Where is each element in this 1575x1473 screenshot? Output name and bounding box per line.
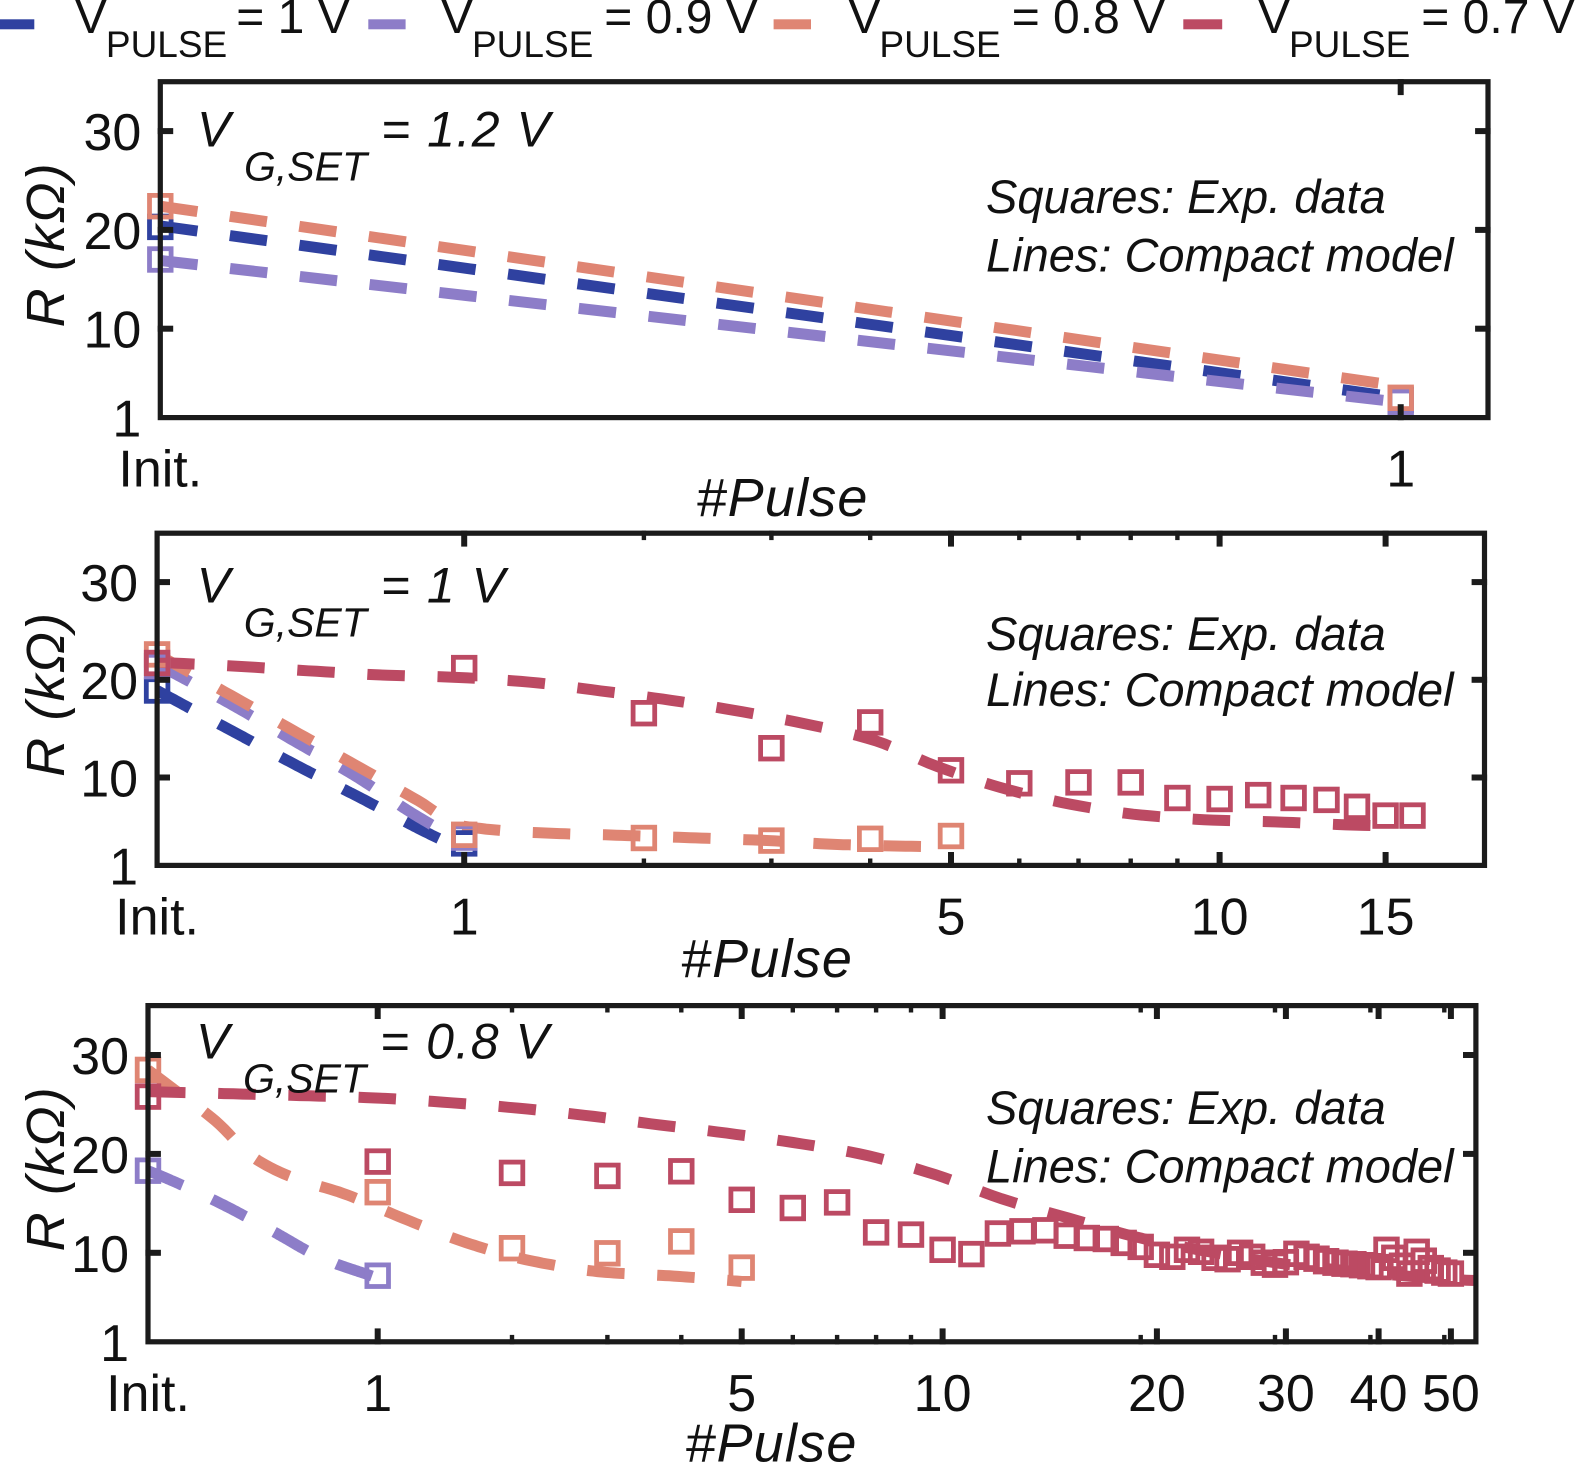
svg-text:1: 1 xyxy=(100,1315,129,1373)
svg-text:V: V xyxy=(848,0,880,44)
svg-text:30: 30 xyxy=(80,555,138,613)
svg-text:20: 20 xyxy=(83,203,141,261)
svg-text:= 0.7 V: = 0.7 V xyxy=(1421,0,1574,44)
svg-text:#Pulse: #Pulse xyxy=(681,929,853,989)
svg-text:10: 10 xyxy=(914,1365,972,1423)
svg-text:10: 10 xyxy=(83,302,141,360)
svg-text:V: V xyxy=(1258,0,1290,44)
svg-text:Squares: Exp. data: Squares: Exp. data xyxy=(986,1081,1386,1134)
svg-text:15: 15 xyxy=(1357,888,1415,946)
svg-text:R (kΩ): R (kΩ) xyxy=(16,612,76,777)
svg-text:1: 1 xyxy=(1386,441,1415,499)
svg-text:Lines: Compact model: Lines: Compact model xyxy=(986,1139,1455,1192)
svg-text:Lines: Compact model: Lines: Compact model xyxy=(986,229,1455,282)
svg-text:30: 30 xyxy=(1257,1365,1315,1423)
svg-text:= 1 V: = 1 V xyxy=(236,0,349,44)
svg-text:5: 5 xyxy=(937,888,966,946)
svg-text:G,SET: G,SET xyxy=(244,144,370,190)
svg-text:Init.: Init. xyxy=(118,441,202,499)
svg-text:= 1.2 V: = 1.2 V xyxy=(381,102,554,158)
svg-text:40: 40 xyxy=(1350,1365,1408,1423)
svg-text:Init.: Init. xyxy=(115,888,199,946)
svg-text:10: 10 xyxy=(71,1226,129,1284)
svg-text:Squares: Exp. data: Squares: Exp. data xyxy=(986,607,1386,660)
svg-text:10: 10 xyxy=(80,751,138,809)
svg-text:20: 20 xyxy=(1128,1365,1186,1423)
svg-text:R (kΩ): R (kΩ) xyxy=(16,162,76,327)
svg-text:= 0.8 V: = 0.8 V xyxy=(1012,0,1165,44)
svg-text:1: 1 xyxy=(363,1365,392,1423)
svg-text:G,SET: G,SET xyxy=(243,1056,369,1102)
svg-text:PULSE: PULSE xyxy=(1289,24,1410,65)
svg-text:30: 30 xyxy=(83,104,141,162)
svg-text:10: 10 xyxy=(1191,888,1249,946)
svg-text:PULSE: PULSE xyxy=(106,24,227,65)
svg-text:5: 5 xyxy=(727,1365,756,1423)
svg-text:1: 1 xyxy=(109,838,138,896)
svg-text:#Pulse: #Pulse xyxy=(696,468,868,528)
svg-text:20: 20 xyxy=(71,1127,129,1185)
svg-text:G,SET: G,SET xyxy=(244,600,370,646)
svg-text:Init.: Init. xyxy=(106,1365,190,1423)
svg-text:= 1 V: = 1 V xyxy=(381,558,510,614)
svg-text:PULSE: PULSE xyxy=(879,24,1000,65)
svg-text:1: 1 xyxy=(450,888,479,946)
svg-text:V: V xyxy=(196,1014,234,1070)
svg-text:Squares: Exp. data: Squares: Exp. data xyxy=(986,170,1386,223)
svg-text:= 0.8 V: = 0.8 V xyxy=(380,1014,553,1070)
svg-text:V: V xyxy=(441,0,473,44)
svg-text:V: V xyxy=(75,0,107,44)
svg-text:30: 30 xyxy=(71,1028,129,1086)
svg-text:1: 1 xyxy=(112,391,141,449)
svg-text:50: 50 xyxy=(1422,1365,1480,1423)
svg-text:20: 20 xyxy=(80,653,138,711)
svg-text:#Pulse: #Pulse xyxy=(685,1414,857,1468)
svg-text:PULSE: PULSE xyxy=(472,24,593,65)
svg-text:= 0.9 V: = 0.9 V xyxy=(604,0,757,44)
svg-text:Lines: Compact model: Lines: Compact model xyxy=(986,663,1455,716)
svg-text:V: V xyxy=(197,558,235,614)
svg-text:V: V xyxy=(197,102,235,158)
svg-text:R (kΩ): R (kΩ) xyxy=(16,1086,76,1251)
